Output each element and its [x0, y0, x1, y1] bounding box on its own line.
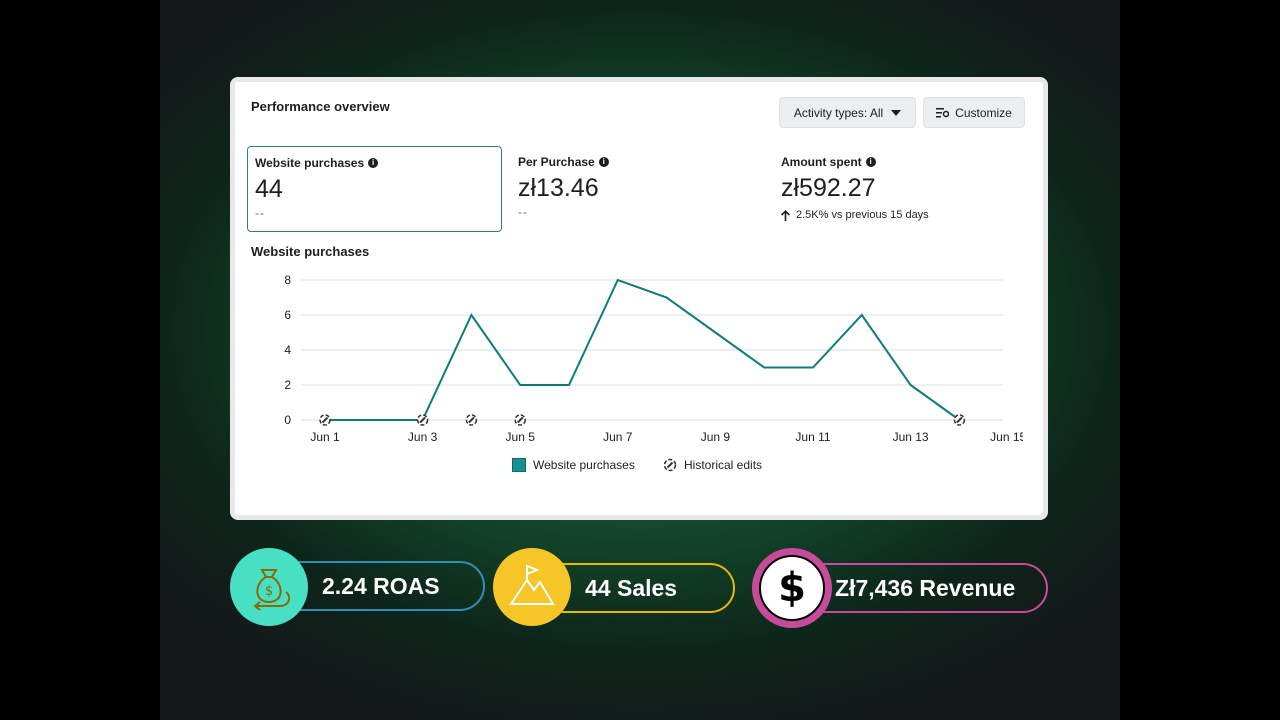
metric-label: Website purchases [255, 156, 365, 170]
dollar-symbol: $ [759, 555, 825, 621]
legend-historical-edits[interactable]: Historical edits [663, 458, 762, 472]
performance-overview-card: Performance overview Activity types: All… [230, 77, 1048, 520]
metric-trend: 2.5K% vs previous 15 days [781, 209, 929, 221]
settings-list-icon [936, 108, 950, 118]
mountain-flag-icon [493, 548, 571, 626]
metric-value: zł13.46 [518, 174, 599, 202]
metric-sub: -- [255, 206, 265, 220]
y-tick-label: 6 [284, 308, 291, 322]
activity-types-dropdown[interactable]: Activity types: All [779, 97, 916, 128]
y-tick-label: 4 [284, 343, 291, 357]
trend-text: 2.5K% vs previous 15 days [796, 209, 929, 221]
metric-value: 44 [255, 175, 283, 203]
metric-per-purchase[interactable]: Per Purchase i zł13.46 -- [518, 155, 609, 219]
sales-label: 44 Sales [585, 574, 678, 601]
caret-down-icon [891, 109, 902, 116]
x-tick-label: Jun 7 [603, 430, 633, 444]
historical-edit-marker[interactable] [953, 414, 966, 426]
historical-edit-marker[interactable] [514, 414, 526, 426]
stage: Performance overview Activity types: All… [160, 0, 1120, 720]
info-icon[interactable]: i [865, 157, 876, 167]
metric-label: Amount spent [781, 155, 862, 169]
legend-label: Historical edits [684, 458, 763, 472]
historical-edit-marker[interactable] [465, 414, 478, 426]
revenue-stat: Zł7,436 Revenue [785, 563, 1048, 613]
x-tick-label: Jun 15 [990, 430, 1023, 444]
revenue-label: Zł7,436 Revenue [835, 574, 1016, 601]
y-tick-label: 8 [284, 273, 291, 287]
x-tick-label: Jun 11 [795, 430, 830, 444]
chart-title: Website purchases [251, 244, 370, 259]
svg-text:$: $ [265, 584, 273, 599]
info-icon[interactable]: i [368, 158, 379, 168]
activity-types-label: Activity types: All [793, 105, 884, 120]
roas-label: 2.24 ROAS [322, 572, 440, 599]
metric-amount-spent[interactable]: Amount spent i zł592.27 2.5K% vs previous… [781, 155, 929, 221]
x-tick-label: Jun 1 [310, 430, 340, 444]
x-tick-label: Jun 13 [893, 430, 929, 444]
customize-label: Customize [955, 105, 1012, 120]
metric-value: zł592.27 [781, 174, 876, 202]
metric-sub: -- [518, 205, 528, 219]
series-line-website-purchases[interactable] [325, 278, 960, 421]
roas-stat: 2.24 ROAS [250, 561, 485, 611]
arrow-up-icon [781, 209, 790, 221]
x-tick-label: Jun 3 [408, 430, 438, 444]
x-tick-label: Jun 9 [701, 430, 731, 444]
website-purchases-chart[interactable]: 0 2 4 6 8 Jun 1 Jun 3 Jun 5 Jun 7 Jun 9 Jun 11 Jun … [263, 265, 1023, 455]
x-tick-label: Jun 5 [506, 430, 536, 444]
info-icon[interactable]: i [598, 157, 609, 167]
legend-label: Website purchases [533, 458, 635, 472]
historical-edit-marker[interactable] [416, 414, 429, 426]
legend-website-purchases[interactable]: Website purchases [512, 458, 635, 472]
dollar-icon: $ [752, 548, 832, 628]
metric-website-purchases[interactable]: Website purchases i 44 -- [247, 146, 502, 232]
historical-edit-marker[interactable] [319, 414, 331, 426]
historical-edit-icon [663, 458, 677, 472]
panel-title: Performance overview [251, 99, 390, 114]
legend-swatch [512, 458, 526, 472]
y-tick-label: 0 [284, 413, 291, 427]
metric-label: Per Purchase [518, 155, 595, 169]
money-bag-icon: $ [230, 548, 308, 626]
customize-button[interactable]: Customize [923, 97, 1025, 128]
y-tick-label: 2 [284, 378, 291, 392]
